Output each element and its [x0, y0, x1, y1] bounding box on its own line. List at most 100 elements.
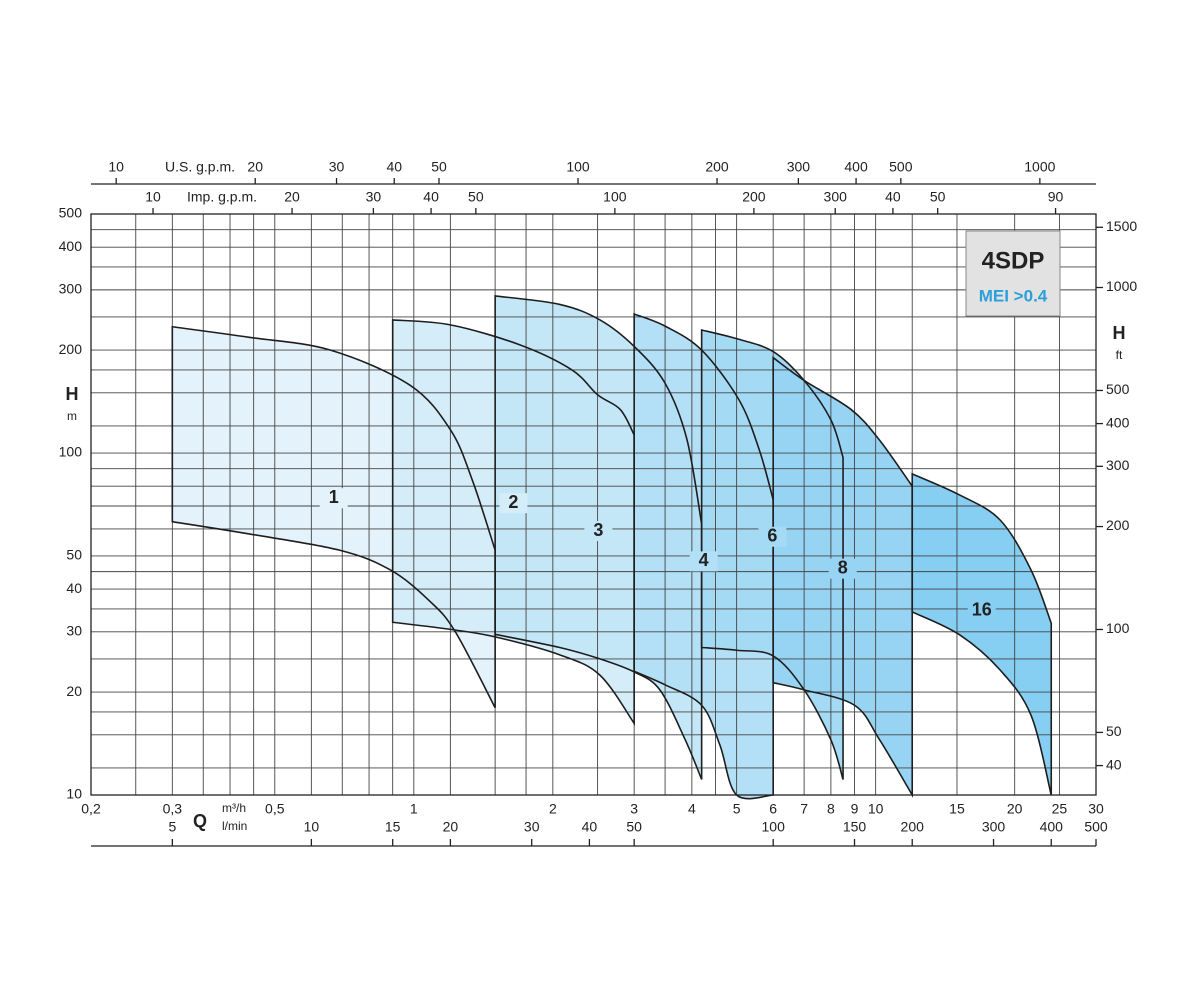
- y-tick-label: 10: [66, 786, 82, 802]
- x2-unit: l/min: [222, 819, 247, 833]
- x-tick-label: 3: [630, 801, 638, 817]
- y-tick-label: 300: [59, 281, 83, 297]
- chart-subtitle: MEI >0.4: [979, 286, 1048, 305]
- x3-tick-label: 40: [386, 159, 402, 175]
- x3-tick-label: 20: [247, 159, 263, 175]
- model-label: 1: [329, 487, 339, 507]
- x2-tick-label: 150: [843, 819, 867, 835]
- axes: [90, 178, 1103, 847]
- x3-tick-label: 500: [889, 159, 913, 175]
- x4-tick-label: 20: [284, 189, 300, 205]
- model-region: [912, 473, 1052, 795]
- x-tick-label: 15: [949, 801, 965, 817]
- y2-tick-label: 40: [1106, 756, 1122, 772]
- y2-tick-label: 200: [1106, 517, 1130, 533]
- x4-tick-label: 30: [366, 189, 382, 205]
- y2-tick-label: 100: [1106, 620, 1130, 636]
- x-tick-label: 20: [1007, 801, 1023, 817]
- y-tick-label: 100: [59, 444, 83, 460]
- y2-tick-label: 1500: [1106, 218, 1137, 234]
- x-tick-label: 10: [868, 801, 884, 817]
- model-label-bg: [499, 493, 528, 514]
- y-tick-label: 200: [59, 341, 83, 357]
- x-tick-label: 2: [549, 801, 557, 817]
- x4-tick-label: 300: [824, 189, 848, 205]
- x4-tick-label: 90: [1048, 189, 1064, 205]
- x3-tick-label: 50: [431, 159, 447, 175]
- x4-tick-label: 200: [742, 189, 766, 205]
- x-unit: m³/h: [222, 801, 246, 815]
- x2-tick-label: 100: [762, 819, 786, 835]
- plot-frame: [90, 213, 1097, 796]
- chart-title: 4SDP: [982, 247, 1045, 274]
- x3-tick-label: 200: [705, 159, 729, 175]
- model-outline: [391, 319, 635, 726]
- x3-tick-label: 30: [329, 159, 345, 175]
- x4-tick-label: 50: [930, 189, 946, 205]
- model-label: 8: [838, 557, 848, 577]
- y-label: H: [66, 384, 79, 404]
- x4-tick-label: 40: [423, 189, 439, 205]
- x4-tick-label: 40: [885, 189, 901, 205]
- model-label: 16: [972, 600, 992, 620]
- x-tick-label: 0,5: [265, 801, 285, 817]
- x-tick-label: 0,3: [163, 801, 183, 817]
- x-tick-label: 25: [1052, 801, 1068, 817]
- y-tick-label: 20: [66, 683, 82, 699]
- x-tick-label: 5: [733, 801, 741, 817]
- x4-label: Imp. g.p.m.: [187, 189, 257, 205]
- x4-tick-label: 10: [145, 189, 161, 205]
- x-label: Q: [193, 811, 207, 831]
- y2-tick-label: 1000: [1106, 278, 1137, 294]
- x2-tick-label: 10: [304, 819, 320, 835]
- model-label-bg: [828, 558, 857, 579]
- y2-label: H: [1113, 323, 1126, 343]
- x2-tick-label: 30: [524, 819, 540, 835]
- x-tick-label: 7: [800, 801, 808, 817]
- y2-tick-label: 500: [1106, 381, 1130, 397]
- x3-tick-label: 10: [108, 159, 124, 175]
- x2-tick-label: 40: [582, 819, 598, 835]
- x3-tick-label: 300: [787, 159, 811, 175]
- x4-tick-label: 100: [603, 189, 627, 205]
- y2-tick-label: 300: [1106, 457, 1130, 473]
- model-label: 4: [699, 550, 709, 570]
- x3-tick-label: 400: [844, 159, 868, 175]
- x2-tick-label: 20: [443, 819, 459, 835]
- x-tick-label: 1: [410, 801, 418, 817]
- model-label: 6: [767, 525, 777, 545]
- model-label-bg: [967, 600, 996, 621]
- y2-tick-label: 50: [1106, 723, 1122, 739]
- x2-tick-label: 300: [982, 819, 1006, 835]
- x-tick-label: 9: [851, 801, 859, 817]
- x3-tick-label: 100: [566, 159, 590, 175]
- x3-tick-label: 1000: [1024, 159, 1055, 175]
- model-label: 2: [508, 492, 518, 512]
- x4-tick-label: 50: [468, 189, 484, 205]
- x3-label: U.S. g.p.m.: [165, 159, 235, 175]
- y-tick-label: 30: [66, 623, 82, 639]
- model-box: [965, 230, 1061, 317]
- y2-unit: ft: [1116, 348, 1123, 362]
- x2-tick-label: 5: [168, 819, 176, 835]
- x2-tick-label: 500: [1084, 819, 1108, 835]
- model-label-bg: [758, 526, 787, 547]
- x-tick-label: 30: [1088, 801, 1104, 817]
- model-label-bg: [584, 521, 613, 542]
- x2-tick-label: 200: [901, 819, 925, 835]
- x2-tick-label: 400: [1040, 819, 1064, 835]
- model-label-bg: [689, 551, 718, 572]
- x2-tick-label: 15: [385, 819, 401, 835]
- x-tick-label: 8: [827, 801, 835, 817]
- labels: H m H ft Q m³/h l/min U.S. g.p.m. Imp. g…: [59, 159, 1138, 835]
- y-tick-label: 40: [66, 580, 82, 596]
- model-outline: [700, 328, 844, 780]
- y2-tick-label: 400: [1106, 414, 1130, 430]
- x2-tick-label: 50: [626, 819, 642, 835]
- x-tick-label: 6: [769, 801, 777, 817]
- y-tick-label: 50: [66, 547, 82, 563]
- x-tick-label: 4: [688, 801, 696, 817]
- y-unit: m: [67, 409, 77, 423]
